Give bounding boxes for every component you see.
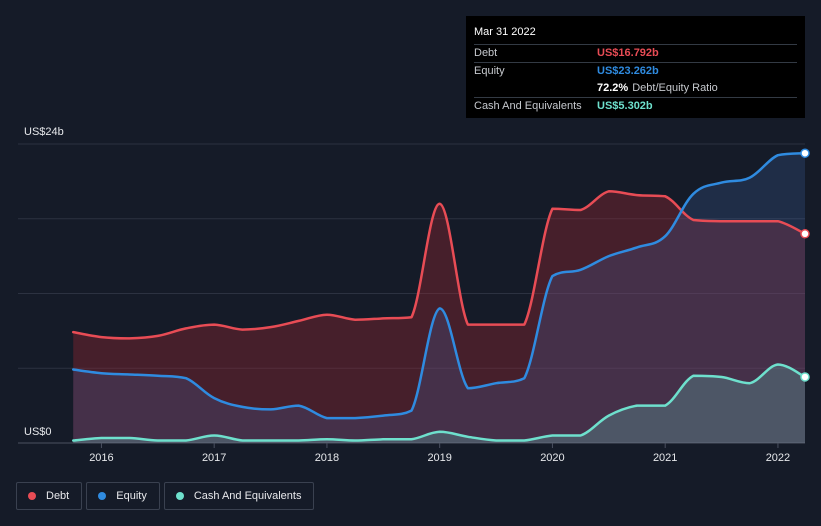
equity-dot-icon <box>98 492 107 500</box>
x-tick-label: 2021 <box>653 452 677 464</box>
legend-cash-label: Cash And Equivalents <box>193 490 302 502</box>
x-tick-label: 2017 <box>202 452 226 464</box>
end-markers <box>800 148 810 382</box>
equity-line <box>71 151 807 420</box>
y-axis-bottom-label: US$0 <box>24 426 52 438</box>
cash-end-marker <box>800 372 810 382</box>
equity-end-marker <box>800 148 810 158</box>
debt-dot-icon <box>28 492 36 500</box>
tooltip-date: Mar 31 2022 <box>474 26 536 38</box>
x-tick-label: 2022 <box>766 452 790 464</box>
tooltip-equity-value: US$23.262b <box>597 65 659 77</box>
grid <box>18 143 805 444</box>
x-axis-ticks: 2016 2017 2018 2019 2020 2021 2022 <box>89 443 790 464</box>
legend: Debt Equity Cash And Equivalents <box>16 482 318 510</box>
tooltip-ratio-value: 72.2% <box>597 82 629 94</box>
y-axis-top-label: US$24b <box>24 126 64 138</box>
tooltip-ratio-row: 72.2% Debt/Equity Ratio <box>474 80 797 97</box>
x-tick-label: 2018 <box>315 452 339 464</box>
cash-line <box>71 363 807 442</box>
tooltip-panel: Mar 31 2022 Debt US$16.792b Equity US$23… <box>466 16 805 118</box>
tooltip-cash-value: US$5.302b <box>597 100 653 112</box>
tooltip-ratio-label: Debt/Equity Ratio <box>632 82 718 94</box>
tooltip-debt-value: US$16.792b <box>597 47 659 59</box>
legend-equity-label: Equity <box>116 490 147 502</box>
x-tick-label: 2019 <box>427 452 451 464</box>
x-tick-label: 2016 <box>89 452 113 464</box>
cash-dot-icon <box>175 492 184 500</box>
legend-item-cash[interactable]: Cash And Equivalents <box>163 482 315 510</box>
cash-area <box>73 364 805 443</box>
series-areas <box>73 153 805 443</box>
tooltip-debt-label: Debt <box>474 47 498 59</box>
debt-line <box>71 190 807 340</box>
equity-area <box>73 153 805 443</box>
debt-end-marker <box>800 229 810 239</box>
legend-debt-label: Debt <box>46 490 70 502</box>
tooltip-cash-row: Cash And Equivalents US$5.302b <box>474 97 797 115</box>
series-lines <box>71 151 807 442</box>
tooltip-equity-label: Equity <box>474 65 505 77</box>
debt-area <box>73 191 805 443</box>
x-tick-label: 2020 <box>540 452 564 464</box>
tooltip-cash-label: Cash And Equivalents <box>474 100 582 112</box>
tooltip-debt-row: Debt US$16.792b <box>474 44 797 62</box>
legend-item-debt[interactable]: Debt <box>16 482 83 510</box>
legend-item-equity[interactable]: Equity <box>86 482 160 510</box>
tooltip-equity-row: Equity US$23.262b <box>474 62 797 80</box>
